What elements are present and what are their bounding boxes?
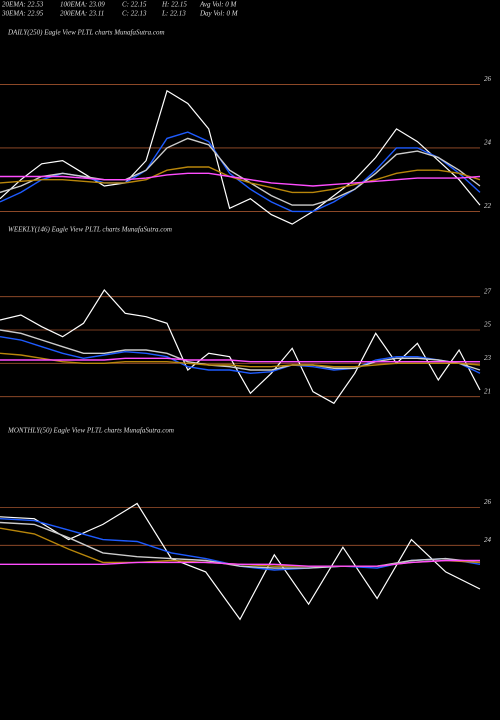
series-line (0, 166, 481, 194)
series-line (0, 172, 481, 187)
series-line (0, 289, 481, 405)
panel-title: DAILY(250) Eagle View PLTL charts Munafa… (7, 29, 165, 37)
series-line (0, 137, 481, 206)
header: 20EMA: 22.53 100EMA: 23.09 C: 22.15 H: 2… (1, 1, 239, 18)
y-tick-label: 22 (484, 202, 492, 210)
stat: 100EMA: 23.09 (60, 1, 105, 9)
stat: C: 22.13 (122, 10, 147, 18)
y-tick-label: 25 (484, 321, 492, 329)
series-line (0, 357, 480, 363)
stat: Avg Vol: 0 M (199, 1, 238, 9)
stat: H: 22.15 (161, 1, 187, 9)
stat: L: 22.13 (161, 10, 186, 18)
stat: 30EMA: 22.95 (1, 10, 44, 18)
y-tick-label: 21 (484, 387, 491, 395)
y-tick-label: 26 (484, 75, 492, 83)
series-line (0, 559, 480, 567)
y-tick-label: 23 (484, 354, 492, 362)
series-line (0, 89, 481, 225)
series-line (0, 336, 481, 375)
series-line (0, 352, 481, 368)
stat: Day Vol: 0 M (199, 10, 239, 18)
panel-title: WEEKLY(146) Eagle View PLTL charts Munaf… (8, 226, 172, 234)
series-line (0, 502, 481, 621)
series-line (0, 521, 481, 569)
series-line (0, 329, 481, 371)
stat: C: 22.15 (122, 1, 147, 9)
y-tick-label: 26 (484, 498, 492, 506)
y-tick-label: 27 (484, 287, 492, 295)
y-tick-label: 24 (484, 139, 492, 147)
panel-title: MONTHLY(50) Eagle View PLTL charts Munaf… (7, 427, 174, 435)
y-tick-label: 24 (484, 536, 492, 544)
stat: 200EMA: 23.11 (60, 10, 104, 18)
stat: 20EMA: 22.53 (2, 1, 44, 9)
